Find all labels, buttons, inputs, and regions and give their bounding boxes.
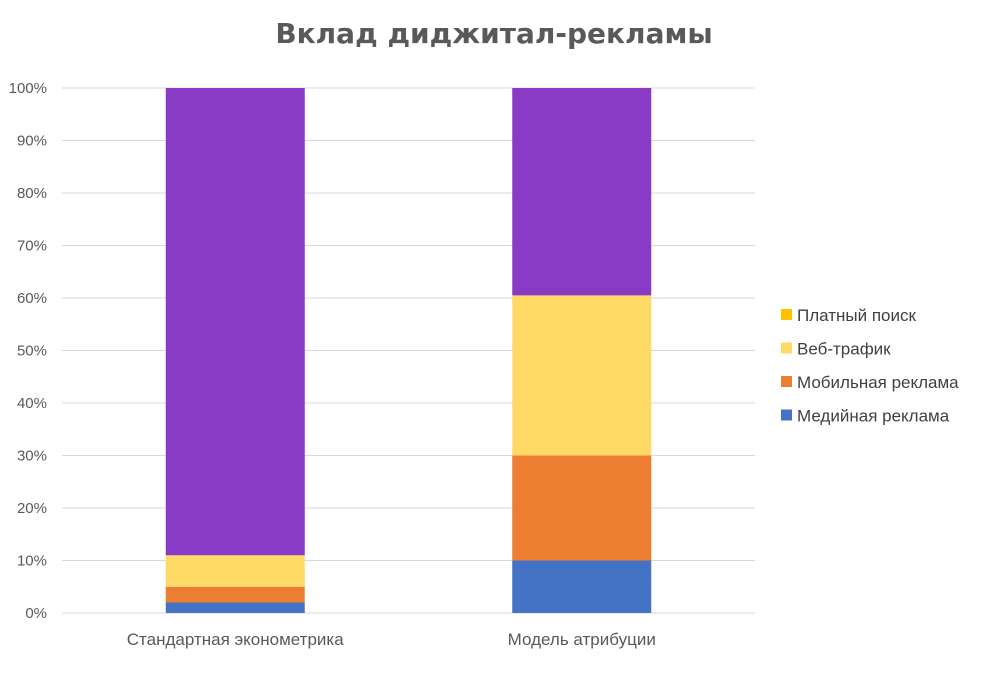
- y-tick-label: 90%: [17, 133, 47, 150]
- y-tick-label: 100%: [9, 80, 47, 97]
- y-tick-label: 30%: [17, 448, 47, 465]
- bar-segment: [512, 455, 652, 561]
- bar-segment: [165, 88, 305, 556]
- legend-label: Платный поиск: [797, 306, 916, 325]
- y-tick-label: 40%: [17, 395, 47, 412]
- bar-segment: [165, 555, 305, 587]
- bar-segment: [512, 560, 652, 613]
- legend-label: Мобильная реклама: [797, 373, 959, 392]
- legend-swatch: [781, 376, 792, 387]
- x-category-label: Стандартная эконометрика: [127, 630, 344, 649]
- bar-segment: [165, 586, 305, 603]
- bar-segment: [165, 602, 305, 613]
- chart-title: Вклад диджитал-рекламы: [275, 17, 712, 50]
- legend-swatch: [781, 309, 792, 320]
- y-tick-label: 70%: [17, 238, 47, 255]
- legend-label: Веб-трафик: [797, 340, 891, 359]
- legend-swatch: [781, 409, 792, 421]
- y-tick-label: 10%: [17, 553, 47, 570]
- x-category-label: Модель атрибуции: [508, 630, 656, 649]
- bar-segment: [512, 295, 652, 456]
- legend-label: Медийная реклама: [797, 407, 950, 426]
- y-axis-ticks: 0% 10% 20% 30% 40% 50% 60% 70% 80% 90% 100%: [9, 80, 47, 622]
- y-tick-label: 80%: [17, 185, 47, 202]
- bar-segment: [512, 88, 652, 296]
- legend: Платный поиск Веб-трафик Мобильная реклама…: [781, 306, 959, 426]
- y-tick-label: 60%: [17, 290, 47, 307]
- y-tick-label: 0%: [25, 605, 47, 622]
- x-axis-categories: Стандартная эконометрика Модель атрибуции: [127, 630, 656, 649]
- y-tick-label: 20%: [17, 500, 47, 517]
- y-tick-label: 50%: [17, 343, 47, 360]
- legend-swatch: [781, 342, 792, 354]
- bars: [165, 88, 652, 613]
